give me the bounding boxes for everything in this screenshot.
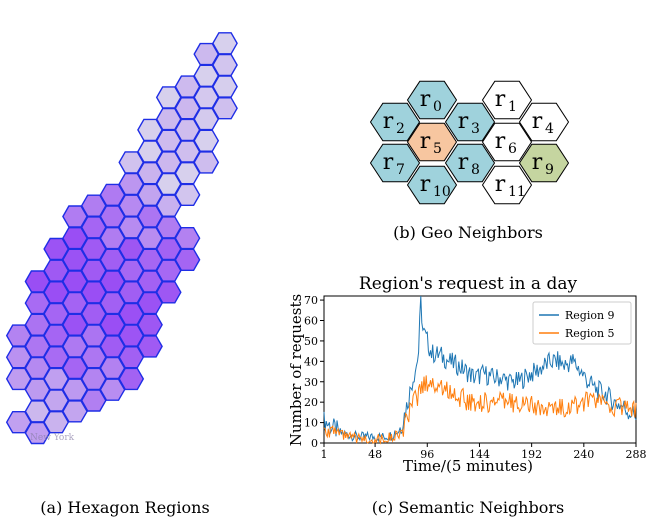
hex-cell-r3 [444, 102, 496, 142]
hex-label-r4: r [532, 109, 543, 134]
hex-sub-r2: 2 [396, 121, 405, 137]
region-hexagon [137, 313, 163, 336]
y-tick-label: 0 [311, 437, 318, 450]
y-tick-label: 60 [304, 315, 318, 328]
y-axis-label: Number of requests [287, 294, 305, 446]
hex-sub-r7: 7 [396, 162, 405, 178]
hex-label-r0: r [420, 87, 431, 112]
x-tick-label: 288 [626, 448, 647, 461]
x-tick-label: 1 [321, 448, 328, 461]
region-hexagon [174, 183, 201, 207]
y-tick-label: 30 [304, 376, 318, 389]
y-tick-label: 50 [304, 335, 318, 348]
caption-b: (b) Geo Neighbors [393, 223, 543, 242]
hex-cell-r6 [481, 122, 533, 162]
line-chart: 0 10 20 30 40 50 60 70 1 48 96 144 192 240 288 Region 9… [304, 294, 647, 461]
hex-label-r11: r [495, 172, 506, 197]
hexagon-map: New York [5, 32, 238, 445]
hex-sub-r6: 6 [508, 141, 517, 157]
x-tick-label: 96 [420, 448, 434, 461]
region-hexagon [118, 367, 145, 391]
hex-cell-r9 [518, 143, 570, 183]
hex-label-r1: r [495, 87, 506, 112]
hex-sub-r3: 3 [471, 121, 480, 137]
region-hexagon [137, 335, 163, 358]
y-tick-label: 20 [304, 396, 318, 409]
hex-label-r6: r [495, 129, 506, 154]
legend-label: Region 5 [565, 327, 615, 340]
map-city-label: New York [30, 433, 75, 443]
region-hexagon [212, 75, 238, 98]
hex-label-r8: r [458, 150, 469, 175]
caption-c: (c) Semantic Neighbors [372, 498, 564, 517]
hex-label-r9: r [532, 150, 543, 175]
series-line-2 [323, 375, 637, 445]
x-tick-label: 48 [368, 448, 382, 461]
hex-cell-r10 [406, 165, 458, 205]
region-hexagon [62, 400, 88, 423]
hex-cell-r2 [369, 102, 421, 142]
hex-sub-r4: 4 [545, 121, 554, 137]
hex-sub-r0: 0 [433, 99, 442, 115]
region-hexagon [80, 389, 107, 412]
hex-cell-r4 [518, 102, 570, 142]
x-tick-label: 192 [521, 448, 542, 461]
y-tick-label: 10 [304, 417, 318, 430]
chart-title: Region's request in a day [359, 274, 578, 294]
caption-a: (a) Hexagon Regions [40, 498, 209, 517]
hex-label-r2: r [383, 109, 394, 134]
region-hexagon [99, 378, 126, 401]
hex-sub-r5: 5 [433, 141, 442, 157]
y-tick-label: 40 [304, 355, 318, 368]
hex-sub-r9: 9 [545, 162, 554, 178]
hex-label-r5: r [420, 129, 431, 154]
hex-cell-r0 [406, 80, 458, 120]
hex-label-r3: r [458, 109, 469, 134]
hex-label-r7: r [383, 150, 394, 175]
hex-sub-r8: 8 [471, 162, 480, 178]
x-tick-label: 240 [573, 448, 594, 461]
hex-label-r10: r [420, 172, 431, 197]
y-tick-label: 70 [304, 294, 318, 307]
region-hexagon [155, 281, 182, 304]
hex-cell-r7 [369, 143, 421, 183]
legend-label: Region 9 [565, 309, 615, 322]
hex-sub-r1: 1 [508, 99, 517, 115]
hex-cell-r8 [444, 143, 496, 183]
region-hexagon [174, 226, 201, 250]
region-hexagon [193, 129, 220, 152]
geo-neighbors-diagram: r 0 r 1r 2 r 3 r 4r 5 r 6r 7 r 8 r 9r 10 r 11 [369, 80, 570, 205]
region-hexagon [174, 248, 201, 271]
x-tick-label: 144 [469, 448, 490, 461]
region-hexagon [212, 32, 238, 55]
hex-cell-r11 [481, 165, 533, 205]
region-hexagon [212, 53, 238, 77]
region-hexagon [212, 97, 238, 120]
hex-cell-r5 [406, 122, 458, 162]
plot-frame [323, 295, 637, 444]
region-hexagon [193, 151, 220, 174]
x-axis-label: Time/(5 minutes) [403, 457, 533, 475]
hex-cell-r1 [481, 80, 533, 120]
region-hexagon [174, 97, 201, 120]
hex-sub-r10: 10 [433, 184, 451, 200]
hex-sub-r11: 11 [508, 184, 526, 200]
